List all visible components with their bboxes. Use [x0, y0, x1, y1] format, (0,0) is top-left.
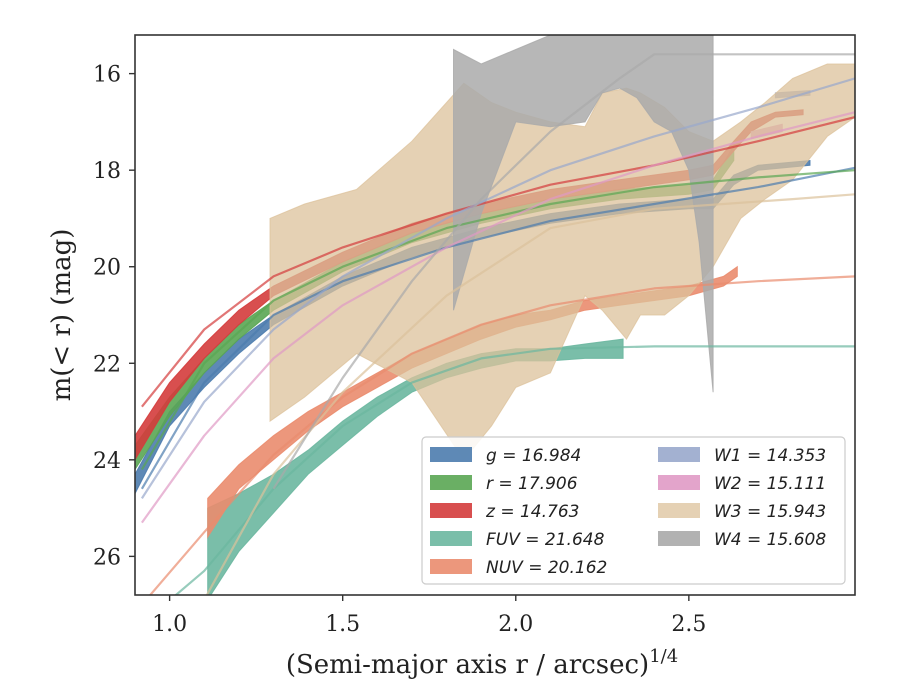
y-tick-label: 26: [93, 545, 121, 570]
model-line-w3: [205, 193, 855, 595]
legend-swatch-w4: [658, 531, 700, 546]
legend-swatch-fuv: [430, 531, 472, 546]
legend-label-w3: W3 = 15.943: [714, 502, 826, 522]
legend-swatch-w3: [658, 503, 700, 518]
x-tick-label: 1.5: [325, 612, 360, 637]
y-tick-label: 18: [93, 159, 121, 184]
model-line-fuv: [174, 345, 855, 595]
x-axis-ticks: 1.0 1.5 2.0 2.5: [152, 595, 706, 637]
x-tick-label: 2.5: [671, 612, 706, 637]
legend-label-z: z = 14.763: [485, 502, 579, 522]
legend-label-nuv: NUV = 20.162: [486, 558, 607, 578]
band-fuv: [207, 338, 624, 595]
legend-swatch-g: [430, 447, 472, 462]
model-line-nuv: [148, 275, 855, 595]
y-tick-label: 22: [93, 352, 121, 377]
y-axis-ticks: 16 18 20 22 24 26: [93, 63, 135, 570]
series-bands: [135, 35, 855, 595]
plot-frame: [134, 34, 856, 596]
legend-label-w4: W4 = 15.608: [714, 530, 826, 550]
legend-swatch-z: [430, 503, 472, 518]
model-curves: [140, 53, 855, 595]
y-tick-label: 20: [93, 256, 121, 281]
x-tick-label: 2.0: [498, 612, 533, 637]
y-tick-label: 24: [93, 449, 121, 474]
legend-swatch-r: [430, 475, 472, 490]
legend-box: [421, 436, 846, 585]
x-tick-label: 1.0: [152, 612, 187, 637]
model-line-w1: [140, 77, 855, 499]
x-axis-title-text: (Semi-major axis r / arcsec): [286, 650, 649, 680]
model-line-w4: [272, 53, 855, 490]
legend-label-w1: W1 = 14.353: [714, 446, 826, 466]
model-line-z: [141, 116, 855, 408]
model-line-w2: [141, 111, 855, 524]
legend: g = 16.984 r = 17.906 z = 14.763 FUV = 21.6…: [421, 436, 846, 585]
x-axis-title-superscript: 1/4: [649, 646, 678, 667]
y-tick-label: 16: [93, 63, 121, 88]
legend-swatch-w2: [658, 475, 700, 490]
legend-label-fuv: FUV = 21.648: [486, 530, 605, 550]
legend-label-w2: W2 = 15.111: [714, 474, 826, 494]
x-axis-title: (Semi-major axis r / arcsec)1/4: [286, 646, 678, 680]
legend-label-r: r = 17.906: [486, 474, 578, 494]
legend-swatch-w1: [658, 447, 700, 462]
model-line-r: [140, 169, 855, 471]
legend-swatch-nuv: [430, 559, 472, 574]
legend-label-g: g = 16.984: [486, 446, 581, 466]
y-axis-title: m(< r) (mag): [47, 229, 77, 402]
